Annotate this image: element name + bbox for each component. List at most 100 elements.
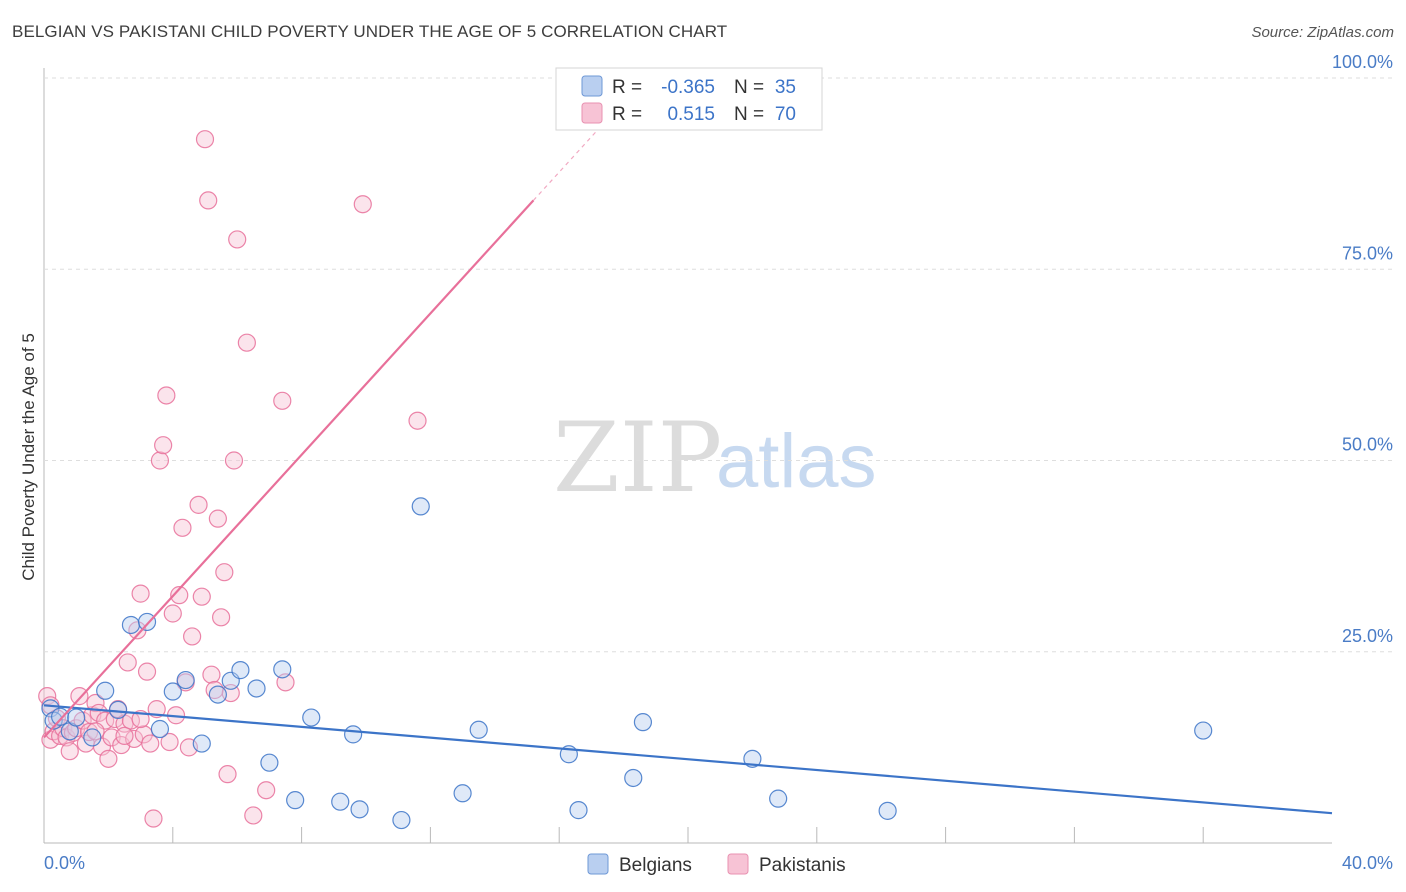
chart-title: BELGIAN VS PAKISTANI CHILD POVERTY UNDER… (12, 22, 728, 41)
bottom-legend-swatch-belgians (587, 853, 609, 875)
belgian-point (624, 768, 643, 788)
pakistani-point (134, 725, 153, 744)
pakistani-point (244, 806, 263, 825)
belgian-point (231, 661, 250, 680)
pakistani-point (86, 693, 105, 713)
pakistani-point (202, 665, 221, 684)
belgian-point (344, 725, 363, 744)
grid-lines (44, 77, 1393, 653)
bottom-legend-pakistanis: Pakistanis (759, 855, 846, 876)
belgian-point (302, 708, 321, 727)
legend-r-value-pakistanis: 0.515 (667, 104, 715, 125)
pakistani-point (131, 584, 150, 603)
belgian-point (569, 801, 588, 820)
belgian-point (411, 497, 430, 516)
pakistani-point (154, 436, 173, 455)
belgian-point (743, 749, 762, 768)
belgian-points (41, 497, 1213, 830)
x-tick-label-max: 40.0% (1342, 853, 1393, 873)
belgian-point (878, 801, 897, 820)
pakistani-point (157, 386, 176, 405)
belgian-point (469, 720, 488, 739)
legend-n-value-belgians: 35 (775, 77, 796, 98)
y-tick-label: 50.0% (1342, 435, 1393, 455)
x-tick-label-min: 0.0% (44, 853, 85, 873)
belgian-point (453, 784, 472, 803)
stats-legend: R = -0.365 N = 35 R = 0.515 N = 70 (555, 67, 823, 131)
belgian-point (350, 800, 369, 819)
pakistani-points (38, 130, 427, 828)
y-axis-tick-labels: 25.0% 50.0% 75.0% 100.0% (1332, 52, 1393, 646)
belgian-point (83, 728, 102, 747)
belgian-point (331, 792, 350, 811)
pakistani-point (189, 495, 208, 514)
belgian-point (96, 681, 115, 700)
belgian-point (50, 707, 70, 726)
belgian-point (163, 682, 182, 701)
bottom-legend-belgians: Belgians (619, 855, 692, 876)
belgian-point (273, 660, 292, 679)
source-note: Source: ZipAtlas.com (1251, 24, 1394, 41)
pakistani-point (150, 451, 170, 470)
pakistani-point (273, 391, 292, 410)
pakistani-point (99, 749, 118, 768)
belgian-point (247, 679, 266, 698)
pakistani-point (173, 518, 192, 537)
pakistani-point (408, 411, 427, 430)
watermark-atlas: atlas (716, 419, 877, 504)
pakistani-point (118, 653, 137, 672)
y-axis-label: Child Poverty Under the Age of 5 (19, 333, 38, 581)
pakistani-point (218, 765, 237, 784)
legend-n-label-belgians: N = (734, 77, 764, 98)
series-legend: Belgians Pakistanis (587, 853, 846, 876)
belgian-point (137, 612, 157, 632)
watermark-zip: ZIP (553, 402, 722, 514)
belgian-point (208, 685, 227, 704)
belgian-trend-line (43, 704, 1333, 815)
pakistani-point (353, 195, 372, 214)
pakistani-point (141, 734, 160, 753)
belgian-point (108, 700, 128, 719)
belgian-point (392, 810, 411, 830)
pakistani-point (70, 687, 89, 706)
pakistani-point (60, 742, 79, 761)
pakistani-point (163, 604, 182, 623)
legend-n-value-pakistanis: 70 (775, 104, 796, 125)
pakistani-point (215, 563, 234, 582)
pakistani-point (199, 191, 218, 210)
pakistani-trend-line (43, 199, 535, 739)
pakistani-point (183, 627, 202, 646)
legend-r-label-pakistanis: R = (612, 104, 642, 125)
legend-swatch-belgians (581, 75, 603, 97)
y-tick-label: 25.0% (1342, 626, 1393, 646)
pakistani-point (160, 732, 179, 752)
belgian-point (150, 719, 170, 739)
pakistani-point (170, 586, 189, 605)
pakistani-point (224, 451, 244, 470)
pakistani-point (208, 509, 227, 528)
bottom-legend-swatch-pakistanis (727, 853, 749, 875)
belgian-point (633, 713, 653, 732)
x-axis-ticks (172, 827, 1204, 843)
pakistani-point (195, 130, 215, 149)
belgian-point (286, 791, 305, 810)
belgian-point (67, 708, 86, 727)
belgian-point (192, 734, 211, 753)
y-tick-label: 75.0% (1342, 243, 1393, 263)
legend-n-label-pakistanis: N = (734, 104, 764, 125)
pakistani-point (257, 781, 276, 800)
pakistani-point (237, 333, 256, 352)
belgian-point (121, 615, 141, 635)
belgian-point (769, 789, 788, 808)
y-tick-label: 100.0% (1332, 52, 1393, 72)
legend-r-label-belgians: R = (612, 77, 642, 98)
pakistani-point (228, 230, 247, 249)
pakistani-point (212, 608, 231, 627)
belgian-point (1194, 721, 1213, 740)
pakistani-point (144, 809, 163, 828)
belgian-point (260, 753, 279, 772)
legend-swatch-pakistanis (581, 102, 603, 124)
pakistani-point (137, 662, 157, 681)
legend-r-value-belgians: -0.365 (661, 77, 715, 98)
